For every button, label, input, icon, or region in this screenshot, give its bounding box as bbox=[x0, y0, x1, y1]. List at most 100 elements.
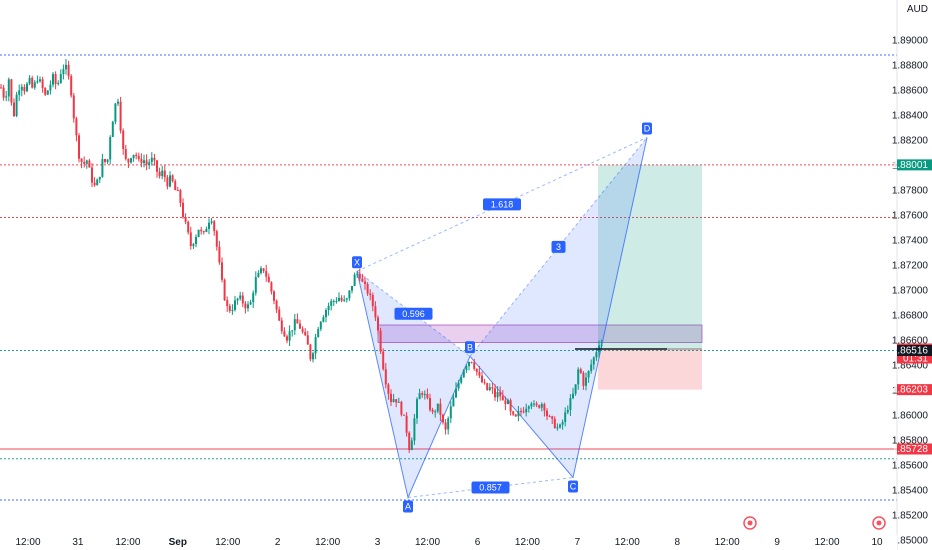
candle-body bbox=[566, 410, 569, 413]
price-tick-label: 1.88200 bbox=[892, 136, 929, 147]
event-icons bbox=[743, 516, 886, 530]
candle-body bbox=[91, 167, 93, 183]
pattern-path[interactable] bbox=[356, 137, 648, 500]
candle-body bbox=[309, 344, 312, 360]
candle-body bbox=[278, 309, 281, 321]
candle-body bbox=[119, 101, 122, 131]
candle-body bbox=[262, 268, 265, 271]
price-tag[interactable] bbox=[897, 443, 932, 455]
candle-body bbox=[67, 64, 70, 77]
price-tick-label: 1.86000 bbox=[892, 411, 929, 422]
candle-body bbox=[208, 222, 210, 229]
candle-body bbox=[540, 404, 543, 408]
price-tag[interactable] bbox=[897, 384, 932, 396]
candle-body bbox=[442, 414, 444, 423]
point-badge-d[interactable] bbox=[642, 122, 652, 135]
candle-body bbox=[418, 393, 421, 400]
ratio-badge[interactable] bbox=[551, 240, 566, 253]
price-tick-label: 1.87200 bbox=[892, 261, 929, 272]
candle-body bbox=[530, 403, 533, 407]
candle-body bbox=[49, 84, 52, 91]
candle-body bbox=[600, 344, 603, 346]
candle-body bbox=[23, 86, 26, 92]
ratio-badge[interactable] bbox=[394, 307, 433, 320]
price-axis-bg bbox=[897, 0, 932, 550]
candle-body bbox=[46, 90, 49, 95]
candle-body bbox=[213, 221, 216, 232]
time-tick-label: 31 bbox=[72, 537, 84, 548]
candle-body bbox=[2, 87, 5, 98]
candle-body bbox=[267, 276, 270, 283]
price-tag[interactable] bbox=[897, 345, 932, 356]
candle-body bbox=[460, 377, 463, 383]
candle-body bbox=[36, 81, 39, 83]
candle-body bbox=[353, 274, 356, 286]
point-badge-c[interactable] bbox=[568, 480, 578, 493]
candle-body bbox=[579, 369, 582, 373]
candle-body bbox=[569, 398, 572, 411]
candle-body bbox=[364, 281, 366, 285]
point-label-b: B bbox=[467, 342, 473, 352]
candle-body bbox=[468, 362, 470, 367]
earnings-icon-dot bbox=[747, 520, 753, 526]
candle-body bbox=[192, 244, 195, 247]
point-badge-b[interactable] bbox=[465, 341, 475, 354]
point-label-x: X bbox=[354, 257, 360, 267]
time-axis: 12:00 31 12:00 Sep 12:00 2 12:00 3 12:00 6 12:00 7 1… bbox=[0, 535, 897, 550]
candle-body bbox=[41, 79, 44, 88]
candle-body bbox=[182, 202, 184, 218]
candle-body bbox=[382, 351, 385, 370]
candle-body bbox=[423, 393, 426, 395]
ratio-line bbox=[356, 137, 648, 272]
candle-body bbox=[13, 102, 15, 117]
candle-body bbox=[486, 383, 489, 391]
candle-body bbox=[514, 414, 517, 417]
candle-body bbox=[218, 246, 221, 263]
candle-body bbox=[439, 403, 442, 415]
candle-body bbox=[135, 154, 138, 156]
target-zone[interactable] bbox=[598, 164, 702, 349]
candle-body bbox=[556, 427, 559, 429]
time-tick-label: 12:00 bbox=[115, 537, 140, 548]
ratio-badge[interactable] bbox=[483, 198, 521, 211]
price-tick-label: 1.85400 bbox=[892, 486, 929, 497]
candle-body bbox=[124, 148, 127, 159]
price-tick-label: 1.88400 bbox=[892, 111, 929, 122]
ratio-badge[interactable] bbox=[471, 481, 510, 494]
candle-body bbox=[96, 179, 99, 186]
point-badge-x[interactable] bbox=[352, 256, 362, 269]
candle-body bbox=[228, 305, 231, 311]
candle-body bbox=[57, 82, 60, 85]
currency-label: AUD bbox=[907, 4, 928, 15]
price-tick-label: 1.88800 bbox=[892, 61, 929, 72]
candle-body bbox=[26, 83, 28, 92]
price-tick-label: 1.85800 bbox=[892, 436, 929, 447]
candle-body bbox=[577, 369, 580, 385]
price-tick-label: 1.86400 bbox=[892, 361, 929, 372]
time-tick-label: 12:00 bbox=[15, 537, 40, 548]
candle-body bbox=[488, 387, 491, 391]
candle-body bbox=[561, 422, 564, 425]
price-tag-label: 1.86203 bbox=[892, 385, 929, 396]
stop-zone[interactable] bbox=[598, 349, 702, 390]
candle-body bbox=[150, 157, 153, 163]
candle-body bbox=[582, 372, 585, 386]
candle-body bbox=[283, 331, 286, 337]
candle-body bbox=[574, 384, 577, 394]
candle-body bbox=[434, 411, 437, 413]
candle-body bbox=[156, 160, 158, 172]
candle-body bbox=[52, 74, 54, 85]
candle-body bbox=[377, 317, 379, 331]
time-tick-label: 12:00 bbox=[615, 537, 640, 548]
point-badge-a[interactable] bbox=[403, 500, 413, 513]
candle-body bbox=[470, 362, 473, 364]
time-axis-bg bbox=[0, 535, 897, 550]
ratio-label: 3 bbox=[556, 242, 561, 252]
candle-body bbox=[397, 401, 400, 403]
time-tick-label: 7 bbox=[575, 537, 581, 548]
price-tag[interactable] bbox=[897, 159, 932, 171]
candle-body bbox=[338, 297, 340, 301]
